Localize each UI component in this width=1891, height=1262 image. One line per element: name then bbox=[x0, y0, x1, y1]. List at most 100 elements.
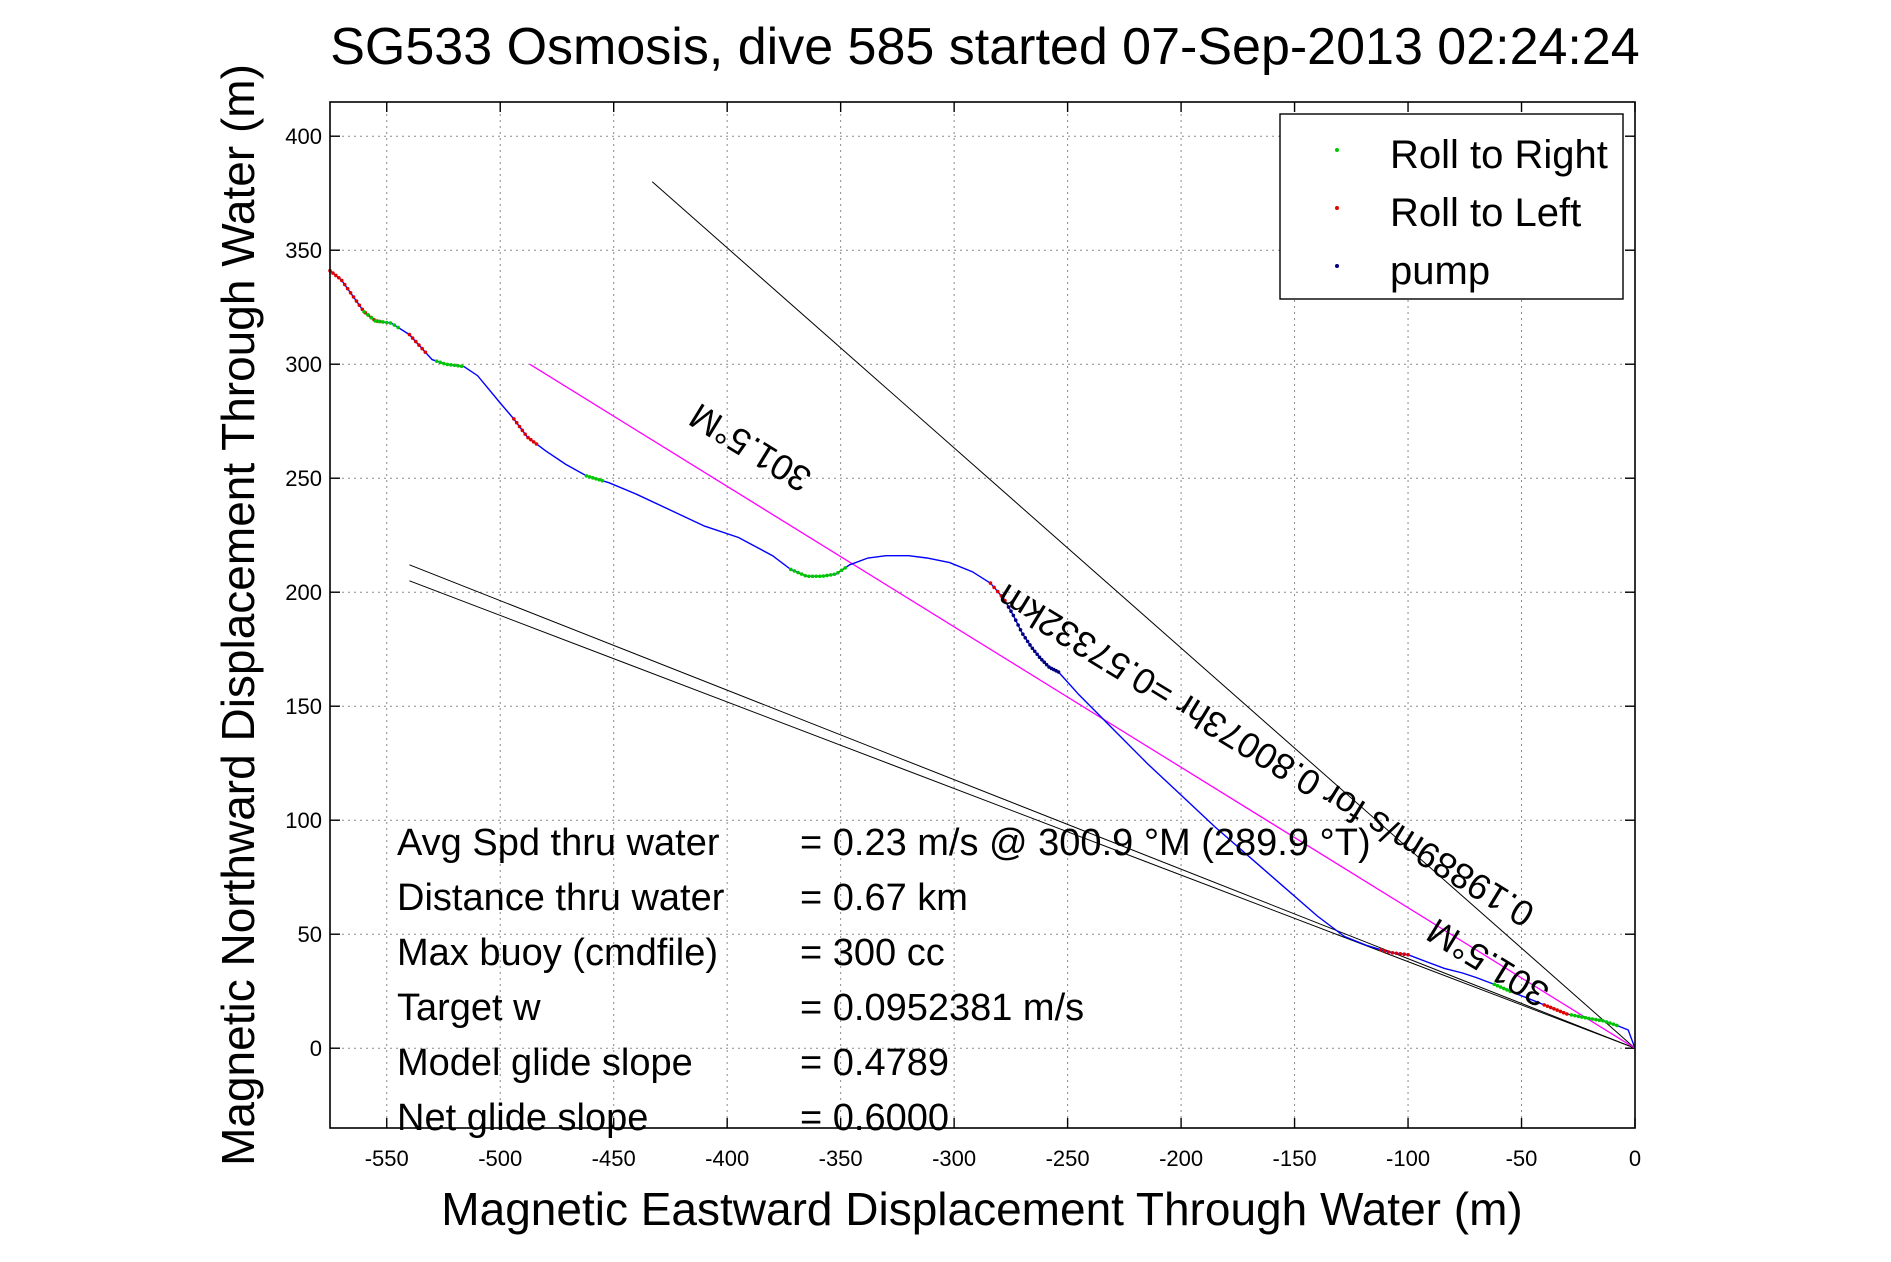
roll-right-marker bbox=[1492, 982, 1497, 987]
pump-marker bbox=[1028, 643, 1032, 647]
roll-left-marker bbox=[1548, 1005, 1553, 1010]
roll-right-marker bbox=[594, 476, 598, 481]
roll-right-marker bbox=[381, 320, 385, 324]
roll-left-marker bbox=[339, 278, 344, 283]
roll-right-marker bbox=[434, 359, 439, 363]
legend-marker-roll-left bbox=[1335, 206, 1339, 210]
x-tick-label: -300 bbox=[932, 1146, 976, 1171]
roll-left-marker bbox=[529, 437, 533, 442]
roll-left-marker bbox=[526, 435, 530, 440]
summary-value-net-glide: = 0.6000 bbox=[800, 1097, 949, 1139]
roll-left-marker bbox=[337, 276, 341, 280]
cone-line bbox=[651, 181, 1636, 1049]
roll-right-marker bbox=[1583, 1015, 1588, 1020]
y-tick-label: 100 bbox=[285, 808, 322, 833]
roll-left-marker bbox=[988, 581, 993, 585]
roll-left-marker bbox=[354, 299, 359, 303]
roll-left-marker bbox=[1552, 1006, 1556, 1011]
roll-right-marker bbox=[1590, 1017, 1595, 1021]
pump-marker bbox=[1035, 652, 1039, 657]
roll-right-marker bbox=[1597, 1018, 1602, 1022]
y-tick-label: 350 bbox=[285, 238, 322, 263]
roll-left-marker bbox=[417, 343, 421, 347]
bearing-line-path bbox=[529, 363, 1636, 1049]
x-tick-label: -450 bbox=[592, 1146, 636, 1171]
summary-value-distance: = 0.67 km bbox=[800, 877, 968, 919]
legend: Roll to Right Roll to Left pump bbox=[1279, 113, 1624, 300]
roll-right-marker bbox=[788, 567, 793, 572]
roll-left-marker bbox=[1565, 1012, 1569, 1016]
roll-right-marker bbox=[449, 363, 453, 367]
roll-right-marker bbox=[392, 323, 397, 327]
axis-ticks: -550 -500 -450 -400 -350 -300 -250 -200 -150 -100… bbox=[285, 102, 1641, 1171]
roll-left-marker bbox=[999, 594, 1004, 598]
roll-right-marker bbox=[459, 364, 464, 368]
roll-right-marker bbox=[832, 572, 837, 577]
legend-label-roll-right: Roll to Right bbox=[1390, 133, 1608, 177]
roll-left-marker bbox=[423, 350, 428, 354]
roll-right-marker bbox=[369, 316, 374, 320]
pump-marker bbox=[1011, 613, 1016, 618]
x-tick-label: -500 bbox=[478, 1146, 522, 1171]
roll-right-marker bbox=[1615, 1023, 1619, 1028]
y-tick-label: 250 bbox=[285, 466, 322, 491]
pump-marker bbox=[1056, 670, 1061, 674]
roll-left-marker bbox=[331, 271, 335, 275]
roll-right-marker bbox=[456, 363, 460, 368]
roll-left-marker bbox=[1386, 950, 1391, 954]
roll-right-marker bbox=[803, 573, 808, 578]
summary-block: Avg Spd thru water = 0.23 m/s @ 300.9 °M… bbox=[397, 822, 1371, 1139]
roll-right-marker bbox=[1502, 986, 1506, 991]
x-tick-label: -100 bbox=[1386, 1146, 1430, 1171]
roll-left-marker bbox=[1558, 1009, 1563, 1014]
x-tick-label: -150 bbox=[1273, 1146, 1317, 1171]
roll-right-marker bbox=[1611, 1022, 1616, 1027]
roll-left-marker bbox=[413, 339, 418, 344]
y-tick-label: 50 bbox=[298, 922, 322, 947]
roll-left-marker bbox=[1379, 947, 1383, 952]
pump-marker bbox=[1021, 632, 1025, 637]
pump-marker bbox=[1016, 623, 1020, 627]
roll-right-marker bbox=[843, 566, 847, 570]
roll-right-marker bbox=[828, 573, 833, 577]
roll-right-marker bbox=[1608, 1021, 1612, 1025]
plot-frame bbox=[329, 101, 1636, 1129]
x-tick-label: -50 bbox=[1506, 1146, 1538, 1171]
roll-left-marker bbox=[345, 286, 350, 291]
summary-label-target-w: Target w bbox=[397, 987, 541, 1029]
roll-right-marker bbox=[587, 475, 592, 479]
summary-label-model-glide: Model glide slope bbox=[397, 1042, 693, 1084]
roll-right-marker bbox=[396, 325, 400, 330]
y-tick-label: 300 bbox=[285, 352, 322, 377]
summary-value-target-w: = 0.0952381 m/s bbox=[800, 987, 1084, 1029]
summary-label-net-glide: Net glide slope bbox=[397, 1097, 648, 1139]
roll-right-marker bbox=[373, 319, 378, 323]
x-tick-label: 0 bbox=[1629, 1146, 1641, 1171]
roll-right-marker bbox=[384, 320, 389, 325]
roll-left-marker bbox=[348, 290, 353, 295]
summary-label-distance: Distance thru water bbox=[397, 877, 725, 919]
roll-left-marker bbox=[420, 346, 424, 351]
y-tick-label: 0 bbox=[310, 1036, 322, 1061]
roll-right-marker bbox=[591, 476, 595, 480]
roll-right-marker bbox=[1508, 989, 1512, 993]
roll-right-marker bbox=[1604, 1020, 1609, 1024]
roll-right-marker bbox=[836, 570, 840, 575]
roll-right-marker bbox=[600, 478, 605, 483]
roll-right-marker bbox=[825, 573, 829, 578]
roll-right-marker bbox=[817, 574, 822, 579]
roll-right-marker bbox=[821, 574, 826, 578]
roll-left-marker bbox=[520, 428, 525, 433]
roll-right-marker bbox=[1576, 1014, 1581, 1019]
roll-right-marker bbox=[1587, 1016, 1591, 1021]
roll-left-marker bbox=[531, 440, 536, 444]
roll-right-marker bbox=[584, 474, 589, 478]
roll-left-marker bbox=[512, 417, 516, 421]
roll-right-marker bbox=[839, 568, 844, 573]
pump-marker bbox=[1009, 609, 1013, 613]
chart-title: SG533 Osmosis, dive 585 started 07-Sep-2… bbox=[330, 18, 1639, 76]
x-tick-label: -200 bbox=[1159, 1146, 1203, 1171]
legend-marker-pump bbox=[1335, 264, 1339, 268]
roll-right-marker bbox=[1495, 983, 1500, 988]
